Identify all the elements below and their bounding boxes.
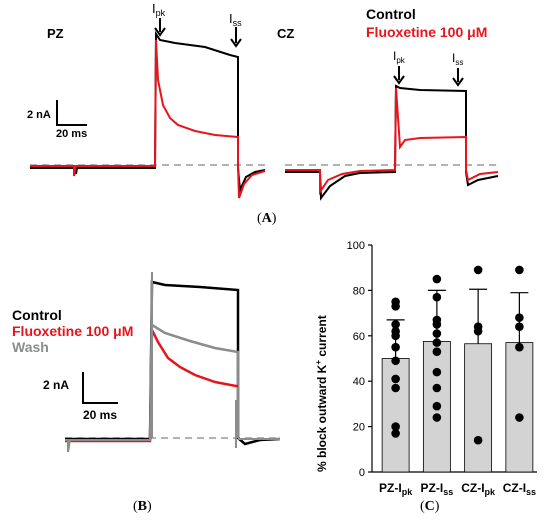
legend-b-wash: Wash: [12, 339, 49, 355]
cz-ipk-annotation: Ipk: [393, 49, 406, 65]
data-point: [432, 338, 442, 347]
cz-label: CZ: [277, 26, 294, 41]
data-point: [515, 313, 524, 322]
data-point: [391, 356, 400, 366]
bar: [381, 358, 410, 473]
data-point: [515, 322, 524, 332]
c-y-axis-label: % block outward K+ current: [314, 315, 329, 472]
x-tick-label: PZ-Ipk: [379, 481, 413, 497]
data-point: [432, 383, 442, 393]
pz-fluoxetine-trace: [30, 39, 266, 199]
data-point: [391, 422, 400, 431]
cz-ipk-arrowhead-icon: [393, 75, 405, 85]
data-point: [391, 383, 400, 393]
pz-control-trace: [30, 30, 266, 194]
data-point: [432, 329, 442, 338]
x-tick-label: CZ-Ipk: [461, 481, 496, 497]
data-point: [391, 342, 400, 352]
scale-b-current: 2 nA: [43, 378, 69, 392]
caption-b: (B): [133, 499, 152, 514]
data-point: [432, 413, 442, 422]
x-tick-label: PZ-Iss: [421, 481, 454, 497]
y-tick-label: 100: [347, 240, 365, 252]
data-point: [515, 265, 524, 275]
caption-c: (C): [420, 499, 440, 514]
data-point: [391, 320, 400, 329]
data-point: [432, 320, 442, 329]
data-point: [391, 429, 400, 438]
pz-iss-arrowhead-icon: [230, 38, 242, 48]
y-tick-label: 80: [353, 285, 365, 297]
legend-a-control: Control: [366, 6, 416, 22]
panel-b: Control Fluoxetine 100 μM Wash 2 nA 20 m…: [12, 271, 281, 514]
caption-a: (A): [257, 211, 277, 226]
data-point: [391, 301, 400, 311]
x-tick-label: CZ-Iss: [503, 481, 536, 497]
pz-label: PZ: [47, 26, 64, 41]
data-point: [515, 413, 524, 422]
data-point: [432, 367, 442, 377]
pz-traces: [30, 30, 266, 199]
bar: [464, 343, 493, 473]
y-tick-label: 0: [359, 467, 365, 479]
data-point: [432, 347, 442, 356]
panel-c: % block outward K+ current 0 20 40 60 80 100 P…: [314, 240, 537, 514]
scale-a-current: 2 nA: [27, 109, 51, 121]
b-wash-artifacts: [65, 271, 280, 453]
legend-a-fluoxetine: Fluoxetine 100 μM: [366, 24, 487, 40]
y-tick-label: 20: [353, 422, 365, 434]
scale-a-time: 20 ms: [56, 128, 87, 140]
data-point: [515, 342, 524, 352]
legend-b-control: Control: [12, 307, 62, 323]
bar: [505, 342, 534, 473]
data-point: [432, 274, 442, 284]
cz-traces: [285, 84, 499, 201]
b-wash-trace: [151, 323, 240, 438]
pz-iss-annotation: Iss: [229, 11, 242, 28]
bar-chart: 0 20 40 60 80 100 PZ-Ipk PZ-Iss CZ-Ipk CZ-Iss: [347, 240, 537, 497]
data-point: [473, 265, 483, 275]
data-point: [391, 374, 400, 384]
cz-iss-arrowhead-icon: [452, 77, 464, 87]
data-point: [473, 326, 483, 336]
pz-ipk-arrowhead-icon: [154, 27, 166, 37]
legend-b-fluoxetine: Fluoxetine 100 μM: [12, 323, 133, 339]
panel-a: PZ CZ Ipk Iss Control Fluoxetine 100 μM …: [27, 1, 499, 226]
cz-iss-annotation: Iss: [452, 51, 463, 67]
pz-ipk-annotation: Ipk: [152, 1, 166, 18]
scale-bar-b: [82, 372, 118, 404]
b-traces: [65, 271, 281, 453]
scale-b-time: 20 ms: [83, 408, 117, 422]
cz-fluoxetine-trace: [285, 87, 499, 196]
data-point: [391, 331, 400, 341]
y-tick-label: 60: [353, 331, 365, 343]
y-tick-label: 40: [353, 376, 365, 388]
data-point: [432, 401, 442, 411]
data-point: [473, 435, 483, 445]
data-point: [432, 292, 442, 302]
scale-bar-a: [56, 100, 87, 126]
